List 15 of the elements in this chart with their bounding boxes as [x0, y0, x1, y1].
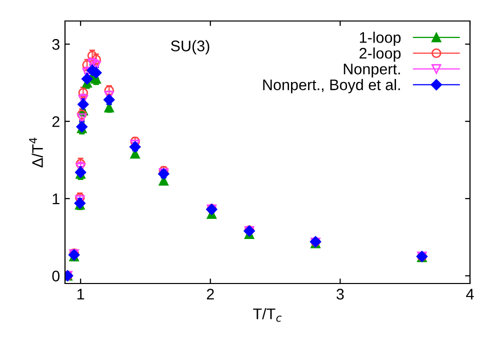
- legend-label: Nonpert., Boyd et al.: [263, 79, 400, 94]
- y-tick-label: 1: [52, 194, 60, 204]
- x-tick-label: 4: [466, 288, 474, 300]
- x-tick-label: 3: [336, 288, 344, 300]
- legend-label: Nonpert.: [344, 64, 400, 78]
- y-axis-title: Δ/T$^{4}$: [29, 138, 43, 168]
- legend-label: 1-loop: [360, 32, 401, 46]
- annotation: SU(3): [170, 40, 210, 54]
- x-tick-label: 2: [206, 288, 214, 300]
- x-axis-title: T/T$_{c}$: [253, 308, 282, 322]
- y-tick-label: 3: [52, 39, 60, 50]
- x-tick-label: 1: [77, 288, 84, 300]
- legend-label: 2-loop: [360, 47, 401, 62]
- y-tick-label: 2: [52, 116, 60, 127]
- y-tick-label: 0: [52, 270, 60, 282]
